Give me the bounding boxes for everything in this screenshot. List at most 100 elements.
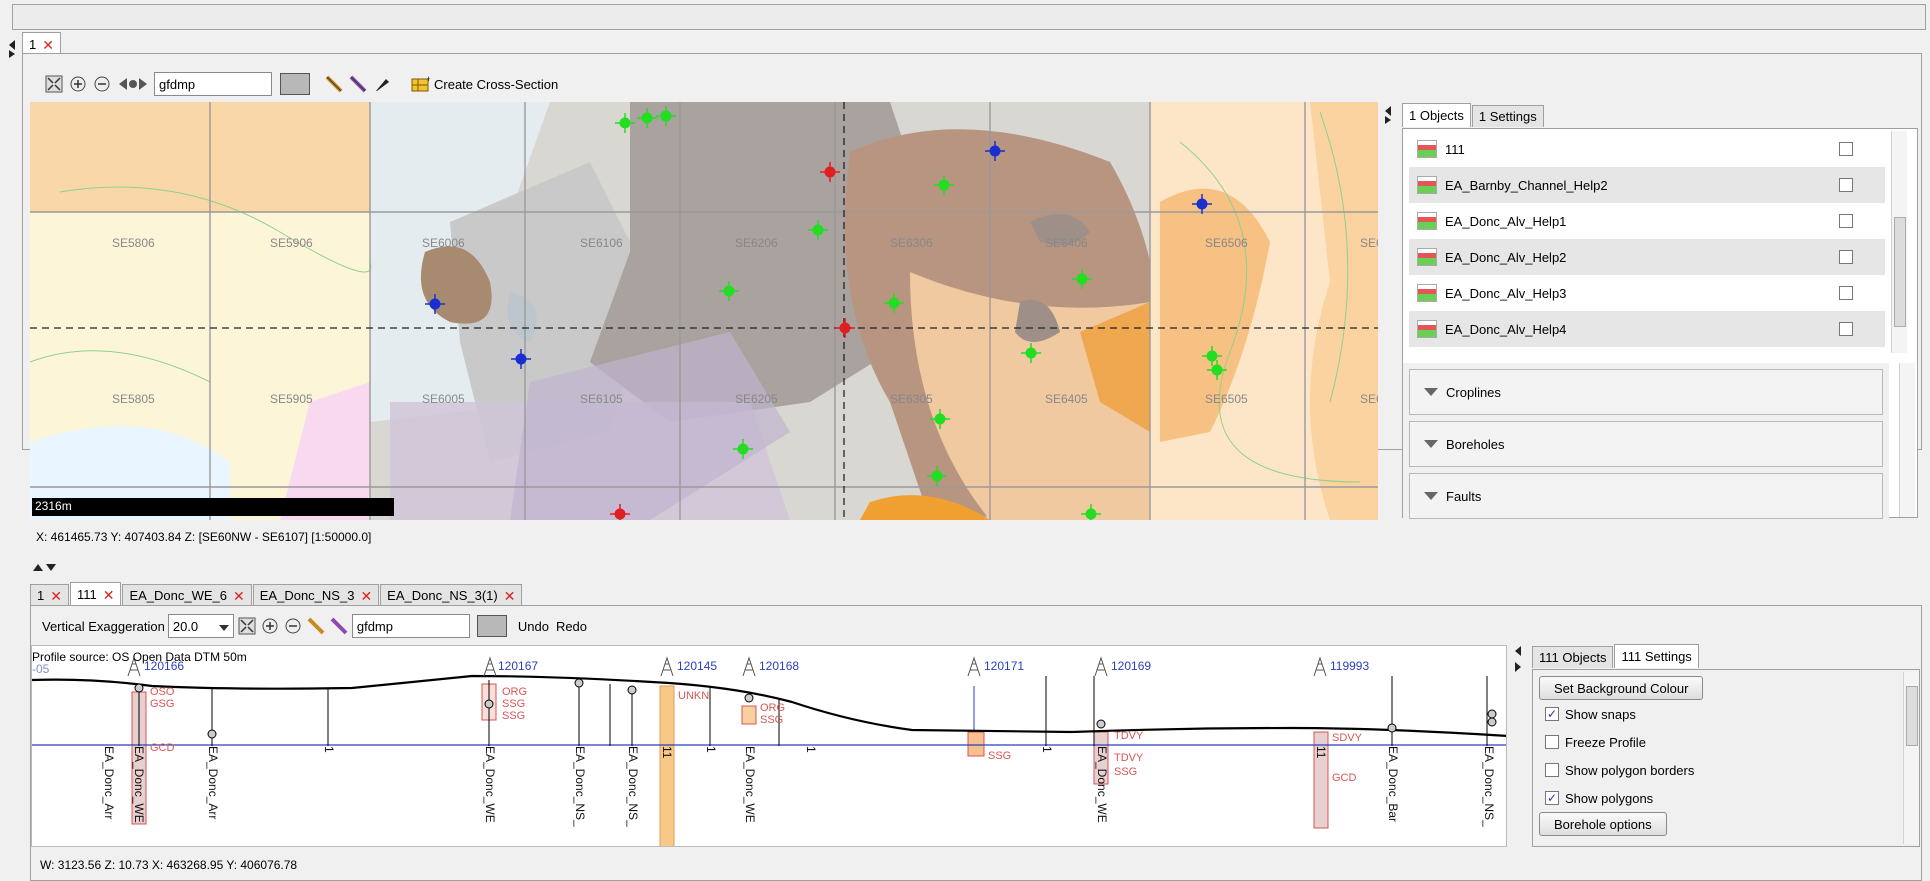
settings-scrollbar[interactable] [1903,672,1919,844]
close-icon[interactable]: ✕ [233,587,245,604]
edit-line-icon[interactable] [348,74,368,94]
tab-111[interactable]: 111 ✕ [69,582,122,606]
faults-section[interactable]: Faults [1409,473,1883,519]
tab-1[interactable]: 1 ✕ [30,584,69,606]
profile-canvas[interactable]: Profile source: OS Open Data DTM 50m -05… [31,645,1507,847]
scroll-thumb[interactable] [1906,686,1918,746]
zoom-extent-icon[interactable] [44,74,64,94]
left-dock-arrow-icon[interactable] [8,38,16,58]
tab-profile-settings[interactable]: 111 Settings [1614,644,1699,668]
well-marker[interactable] [718,280,740,302]
show-snaps-option[interactable]: Show snaps [1533,700,1919,728]
vertical-exaggeration-select[interactable]: 20.0 [167,614,234,638]
list-item[interactable]: 111 [1409,131,1885,167]
profile-settings-collapse-icon[interactable] [1514,644,1522,677]
borehole-name-label: EA_Donc_NS_ [1482,746,1496,827]
freeze-profile-checkbox[interactable] [1545,735,1559,749]
pan-icon[interactable] [116,74,150,94]
undo-button[interactable]: Undo [517,618,549,634]
set-background-colour-button[interactable]: Set Background Colour [1539,676,1704,700]
cross-section-icon[interactable]: + [410,74,430,94]
well-marker[interactable] [636,107,658,129]
close-icon[interactable]: ✕ [503,587,516,604]
scroll-thumb[interactable] [1894,217,1906,327]
list-item[interactable]: EA_Barnby_Channel_Help2 [1409,167,1885,203]
tab-ea-donc-we-6[interactable]: EA_Donc_WE_6 ✕ [122,584,252,606]
objects-scrollbar[interactable] [1891,131,1907,353]
draw-line-icon[interactable] [306,616,326,636]
well-marker[interactable] [732,438,754,460]
object-checkbox[interactable] [1839,250,1853,264]
well-marker[interactable] [883,292,905,314]
well-marker[interactable] [424,293,446,315]
object-checkbox[interactable] [1839,142,1853,156]
well-marker[interactable] [807,219,829,241]
well-marker[interactable] [819,161,841,183]
object-checkbox[interactable] [1839,286,1853,300]
well-marker[interactable] [929,408,951,430]
edit-line-icon[interactable] [329,616,349,636]
zoom-extent-icon[interactable] [237,616,257,636]
well-marker[interactable] [1206,359,1228,381]
tab-ea-donc-ns-3-1[interactable]: EA_Donc_NS_3(1) ✕ [380,584,523,606]
show-polygon-borders-checkbox[interactable] [1545,763,1559,777]
zoom-out-icon[interactable] [283,616,303,636]
close-icon[interactable]: ✕ [42,36,54,53]
tab-settings[interactable]: 1 Settings [1471,105,1544,127]
borehole-name-label: 1 [704,746,718,753]
close-icon[interactable]: ✕ [102,586,115,603]
redo-button[interactable]: Redo [555,618,588,634]
close-icon[interactable]: ✕ [50,587,62,604]
well-marker[interactable] [655,105,677,127]
well-marker[interactable] [1071,268,1093,290]
map-canvas[interactable]: SE5806 SE5906 SE6006 SE6106 SE6206 SE630… [30,102,1378,520]
list-item[interactable]: EA_Donc_Alv_Help1 [1409,203,1885,239]
well-marker[interactable] [834,317,856,339]
well-marker[interactable] [614,112,636,134]
boreholes-section[interactable]: Boreholes [1409,421,1883,467]
list-item[interactable]: EA_Donc_Alv_Help2 [1409,239,1885,275]
layer-input[interactable]: gfdmp [154,72,272,96]
well-marker[interactable] [1020,342,1042,364]
splitter-arrows-icon[interactable] [32,560,58,575]
well-marker[interactable] [1080,503,1102,520]
well-marker[interactable] [926,465,948,487]
well-marker[interactable] [510,348,532,370]
zoom-in-icon[interactable] [260,616,280,636]
tab-1[interactable]: 1 ✕ [22,32,61,56]
tab-ea-donc-ns-3[interactable]: EA_Donc_NS_3 ✕ [252,584,380,606]
list-item[interactable]: EA_Donc_Alv_Help4 [1409,311,1885,347]
layer-input[interactable]: gfdmp [351,614,470,638]
well-marker[interactable] [933,174,955,196]
tab-profile-objects[interactable]: 111 Objects [1532,646,1614,668]
croplines-section[interactable]: Croplines [1409,369,1883,415]
object-checkbox[interactable] [1839,214,1853,228]
grid-label: SE6105 [580,392,623,406]
objects-panel-collapse-icon[interactable] [1384,104,1392,127]
pen-icon[interactable] [372,74,392,94]
well-marker[interactable] [1201,345,1223,367]
grid-label: SE6305 [890,392,933,406]
object-checkbox[interactable] [1839,322,1853,336]
well-marker[interactable] [984,140,1006,162]
freeze-profile-option[interactable]: Freeze Profile [1533,728,1919,756]
object-checkbox[interactable] [1839,178,1853,192]
show-polygons-option[interactable]: Show polygons [1533,784,1919,812]
tab-objects[interactable]: 1 Objects [1402,103,1471,127]
show-snaps-checkbox[interactable] [1545,707,1559,721]
colour-swatch[interactable] [476,615,507,637]
sections-scrollbar[interactable] [1899,363,1915,517]
create-cross-section-label[interactable]: Create Cross-Section [434,76,559,92]
close-icon[interactable]: ✕ [360,587,373,604]
show-polygon-borders-option[interactable]: Show polygon borders [1533,756,1919,784]
well-marker[interactable] [1191,193,1213,215]
list-item[interactable]: EA_Donc_Alv_Help3 [1409,275,1885,311]
zoom-in-icon[interactable] [68,74,88,94]
borehole-options-button[interactable]: Borehole options [1539,812,1667,836]
colour-swatch[interactable] [280,73,310,95]
show-polygons-checkbox[interactable] [1545,791,1559,805]
zoom-out-icon[interactable] [92,74,112,94]
draw-line-icon[interactable] [324,74,344,94]
well-marker[interactable] [609,503,631,520]
borehole-id: 120171 [984,659,1025,673]
